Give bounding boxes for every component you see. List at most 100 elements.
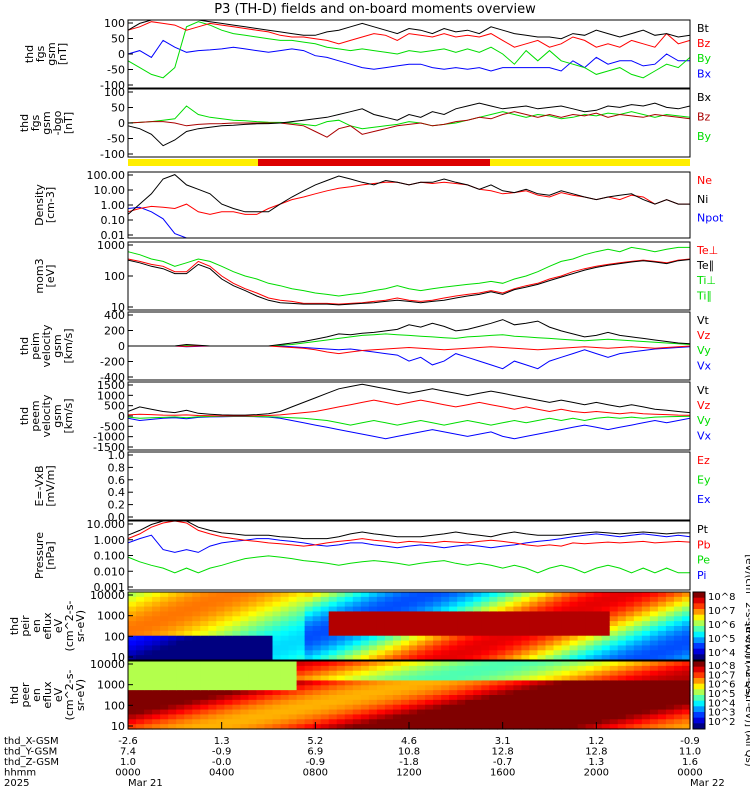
heatmap-cell — [264, 596, 274, 603]
legend-Pb: Pb — [697, 538, 711, 551]
heatmap-cell — [481, 719, 490, 725]
heatmap-cell — [400, 704, 410, 711]
heatmap-cell — [641, 635, 651, 642]
heatmap-cell — [328, 724, 338, 730]
heatmap-cell — [264, 665, 274, 672]
heatmap-cell — [264, 719, 274, 725]
heatmap-cell — [593, 611, 603, 617]
heatmap-cell — [473, 616, 482, 622]
heatmap-cell — [537, 640, 547, 647]
heatmap-cell — [240, 690, 250, 696]
heatmap-cell — [649, 645, 659, 651]
heatmap-cell — [272, 621, 282, 627]
heatmap-cell — [152, 630, 161, 637]
heatmap-cell — [144, 690, 153, 696]
heatmap-cell — [400, 661, 410, 667]
heatmap-cell — [304, 685, 314, 691]
heatmap-cell — [585, 699, 595, 706]
heatmap-cell — [625, 635, 635, 642]
panel-peer-eflux: 10^810^710^610^510^410^310^2 [eV/(cm^2-s-… — [8, 623, 750, 766]
heatmap-cell — [320, 592, 330, 598]
heatmap-cell — [176, 685, 185, 691]
heatmap-cell — [392, 640, 402, 647]
heatmap-cell — [136, 650, 145, 656]
heatmap-cell — [465, 601, 474, 608]
panel-peem-velocity: VtVzVyVx150010005000-500-1000-1500thdpee… — [18, 379, 712, 454]
heatmap-cell — [641, 611, 651, 617]
heatmap-cell — [561, 680, 571, 686]
heatmap-cell — [633, 626, 643, 632]
heatmap-cell — [312, 690, 322, 696]
heatmap-cell — [609, 719, 619, 725]
heatmap-cell — [232, 601, 241, 608]
heatmap-cell — [561, 601, 571, 608]
heatmap-cell — [280, 655, 290, 661]
heatmap-cell — [160, 596, 169, 603]
heatmap-cell — [521, 650, 531, 656]
heatmap-cell — [296, 685, 306, 691]
heatmap-cell — [288, 719, 298, 725]
legend-Ez: Ez — [697, 454, 710, 467]
heatmap-cell — [609, 709, 619, 716]
heatmap-cell — [296, 690, 306, 696]
heatmap-cell — [457, 592, 466, 598]
heatmap-cell — [296, 680, 306, 686]
heatmap-cell — [633, 611, 643, 617]
heatmap-cell — [577, 655, 587, 661]
heatmap-cell — [256, 635, 266, 642]
series-line-Pe — [127, 555, 690, 574]
heatmap-cell — [489, 661, 498, 667]
heatmap-cell — [449, 592, 458, 598]
heatmap-cell — [160, 675, 169, 682]
heatmap-cell — [320, 695, 330, 701]
heatmap-cell — [489, 714, 498, 720]
colorbar-label: [eV/(cm^2-s-str-eV)] (All Qs) — [743, 554, 750, 697]
heatmap-cell — [384, 592, 394, 598]
heatmap-cell — [457, 685, 466, 691]
heatmap-cell — [457, 704, 466, 711]
heatmap-cell — [569, 650, 579, 656]
heatmap-cell — [272, 616, 282, 622]
heatmap-cell — [553, 680, 563, 686]
heatmap-cell — [449, 690, 458, 696]
y-tick-label: 10000 — [90, 658, 125, 671]
heatmap-cell — [136, 635, 145, 642]
heatmap-cell — [617, 606, 627, 613]
heatmap-cell — [473, 690, 482, 696]
heatmap-cell — [657, 596, 667, 603]
heatmap-cell — [473, 640, 482, 647]
legend-Pt: Pt — [697, 523, 709, 536]
heatmap-cell — [433, 709, 442, 716]
x-tick-label: -0.9 — [306, 757, 326, 768]
heatmap-cell — [168, 685, 177, 691]
heatmap-cell — [545, 695, 555, 701]
heatmap-cell — [513, 714, 522, 720]
heatmap-cell — [240, 611, 250, 617]
heatmap-cell — [272, 626, 282, 632]
heatmap-cell — [320, 616, 330, 622]
y-tick-label: 1000 — [97, 239, 125, 252]
heatmap-cell — [312, 596, 322, 603]
heatmap-cell — [368, 655, 378, 661]
heatmap-cell — [561, 714, 571, 720]
heatmap-cell — [617, 719, 627, 725]
heatmap-cell — [256, 724, 266, 730]
heatmap-cell — [673, 611, 683, 617]
heatmap-cell — [577, 611, 587, 617]
heatmap-cell — [585, 665, 595, 672]
heatmap-cell — [673, 709, 683, 716]
heatmap-cell — [521, 596, 531, 603]
heatmap-cell — [248, 724, 258, 730]
heatmap-cell — [152, 685, 161, 691]
colorbar-label: [eV/(cm^2-s-str-eV)] (All Qs) — [743, 623, 750, 766]
heatmap-cell — [505, 592, 514, 598]
heatmap-cell — [296, 630, 306, 637]
heatmap-cell — [673, 592, 683, 598]
heatmap-cell — [497, 621, 506, 627]
y-tick-label: 10.000 — [87, 518, 126, 531]
heatmap-cell — [633, 645, 643, 651]
heatmap-cell — [256, 592, 266, 598]
heatmap-cell — [633, 596, 643, 603]
heatmap-cell — [609, 690, 619, 696]
heatmap-cell — [184, 685, 193, 691]
